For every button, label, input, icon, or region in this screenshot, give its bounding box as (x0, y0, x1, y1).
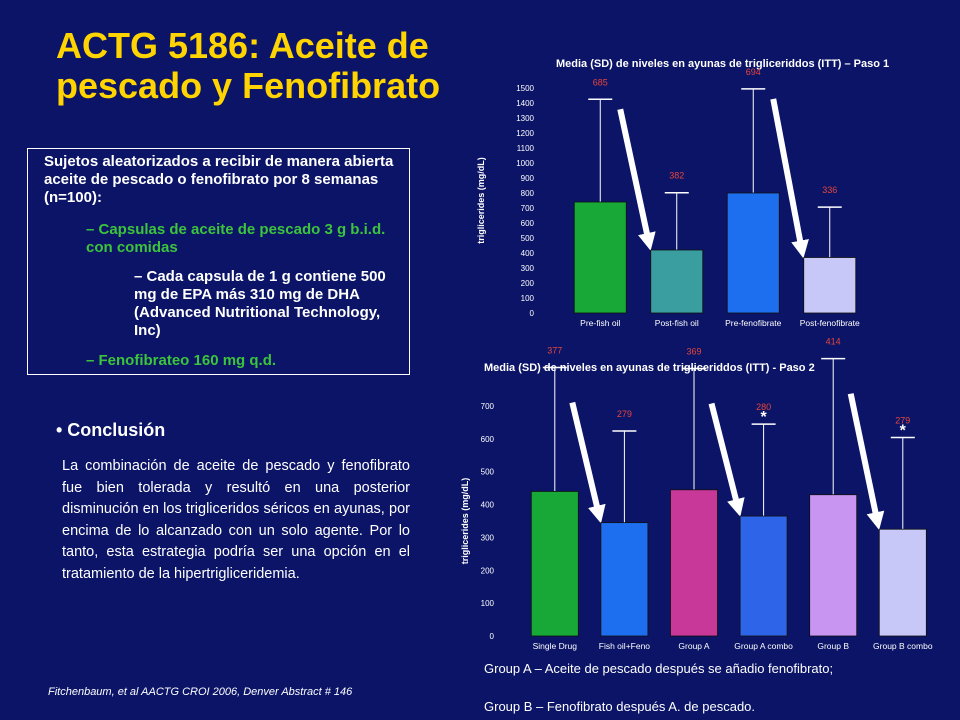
chart1-sd-label: 336 (822, 185, 837, 195)
chart2-sd-label: 369 (686, 347, 701, 357)
chart2-bar (670, 489, 718, 637)
chart1-ytick-label: 200 (521, 279, 535, 288)
chart2-sd-label: 414 (826, 337, 841, 347)
chart2-ytick-label: 700 (481, 402, 495, 411)
fenofibrate-item: – Fenofibrateo 160 mg q.d. (86, 352, 277, 369)
chart2-decrease-arrow (847, 393, 885, 531)
chart2-sd-label: 279 (617, 409, 632, 419)
study-design-text: Sujetos aleatorizados a recibir de maner… (44, 153, 394, 206)
chart2-category-label: Group B (817, 641, 849, 651)
chart1-category-label: Post-fish oil (655, 318, 699, 328)
study-design-box (27, 148, 410, 375)
chart1-ytick-label: 1400 (516, 99, 534, 108)
chart2-ytick-label: 400 (481, 501, 495, 510)
chart2-ytick-label: 600 (481, 435, 495, 444)
chart1-ytick-label: 400 (521, 249, 535, 258)
chart2-ytick-label: 100 (481, 599, 495, 608)
chart1-bar (573, 201, 627, 314)
chart2-category-label: Fish oil+Feno (599, 641, 651, 651)
chart1-ytick-label: 1200 (516, 129, 534, 138)
chart1-ytick-label: 0 (530, 309, 535, 318)
chart2-category-label: Group A combo (734, 641, 793, 651)
chart2-bar (530, 491, 579, 637)
chart1-ytick-label: 500 (521, 234, 535, 243)
chart2-bar (878, 528, 927, 637)
chart1-ytick-label: 1300 (516, 114, 534, 123)
group-b-note: Group B – Fenofibrato después A. de pesc… (484, 699, 756, 714)
chart2-ytick-label: 0 (490, 632, 495, 641)
chart1-category-label: Pre-fish oil (580, 318, 620, 328)
conclusion-heading: • Conclusión (56, 420, 166, 440)
chart1-ytick-label: 1000 (516, 159, 534, 168)
page-title: ACTG 5186: Aceite de pescado y Fenofibra… (56, 25, 441, 106)
chart1-bar (650, 249, 704, 314)
chart1-sd-label: 694 (746, 67, 761, 77)
chart1-decrease-arrow (770, 98, 809, 259)
chart2-significance-star: * (900, 423, 907, 440)
chart2-significance-star: * (760, 409, 767, 426)
chart2-category-label: Group A (678, 641, 710, 651)
chart1-ytick-label: 900 (521, 174, 535, 183)
chart1-ytick-label: 800 (521, 189, 535, 198)
chart2-bar (739, 515, 788, 637)
chart1-category-label: Post-fenofibrate (800, 318, 860, 328)
chart2-bar (809, 494, 858, 637)
chart1-ytick-label: 1100 (517, 144, 535, 153)
chart2-sd-label: 280 (756, 402, 771, 412)
chart2-category-label: Group B combo (873, 641, 933, 651)
chart1-decrease-arrow (617, 108, 656, 251)
chart2-sd-label: 279 (895, 416, 910, 426)
chart1-ytick-label: 700 (521, 204, 535, 213)
chart1-ytick-label: 300 (521, 264, 535, 273)
chart1-ytick-label: 600 (521, 219, 535, 228)
chart1-bar (803, 257, 857, 314)
chart1-category-label: Pre-fenofibrate (725, 318, 781, 328)
chart1-bar (726, 192, 780, 314)
chart1-sd-label: 382 (669, 171, 684, 181)
chart1-ytick-label: 100 (521, 294, 535, 303)
chart1-ytick-label: 1500 (516, 84, 534, 93)
chart1-title: Media (SD) de niveles en ayunas de trigl… (556, 58, 890, 70)
chart2-y-axis-label: triglicerides (mg/dL) (460, 478, 470, 565)
conclusion-body: La combinación de aceite de pescado y fe… (62, 458, 410, 582)
chart2-ytick-label: 500 (481, 468, 495, 477)
chart2-decrease-arrow (708, 402, 745, 517)
chart2-ytick-label: 300 (481, 533, 495, 542)
group-a-note: Group A – Aceite de pescado después se a… (484, 661, 834, 676)
chart2-decrease-arrow (569, 401, 606, 524)
fish-oil-item: – Capsulas de aceite de pescado 3 g b.i.… (86, 221, 386, 256)
chart1-y-axis-label: triglicerides (mg/dL) (476, 157, 486, 244)
chart2-title: Media (SD) de niveles en ayunas de trigl… (484, 362, 815, 374)
chart2-sd-label: 377 (547, 346, 562, 356)
chart1-sd-label: 685 (593, 77, 608, 87)
chart2-bar (600, 522, 649, 637)
capsule-detail: – Cada capsula de 1 g contiene 500 mg de… (134, 268, 386, 339)
chart2-category-label: Single Drug (533, 641, 578, 651)
chart2-ytick-label: 200 (481, 566, 495, 575)
citation: Fitchenbaum, et al AACTG CROI 2006, Denv… (48, 686, 353, 698)
